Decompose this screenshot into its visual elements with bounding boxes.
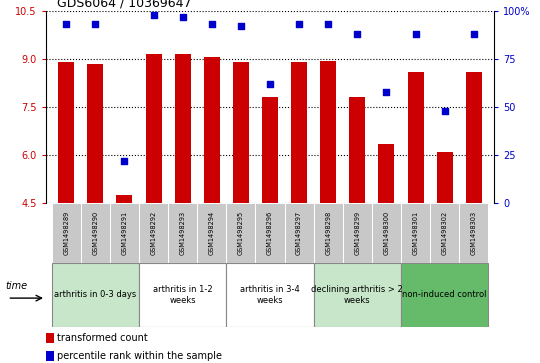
Text: non-induced control: non-induced control [402, 290, 487, 299]
Point [178, 14, 187, 20]
Point [266, 81, 274, 87]
Point [295, 21, 303, 27]
Bar [349, 98, 366, 203]
Text: transformed count: transformed count [57, 333, 147, 343]
Text: GSM1498303: GSM1498303 [471, 211, 477, 254]
Bar [168, 203, 197, 263]
Text: GSM1498293: GSM1498293 [180, 211, 186, 254]
Bar [314, 203, 343, 263]
Text: GSM1498292: GSM1498292 [151, 211, 157, 255]
Bar [437, 152, 453, 203]
Bar [139, 263, 226, 327]
Bar [139, 203, 168, 263]
Point [382, 89, 391, 95]
Bar [401, 203, 430, 263]
Bar [226, 203, 255, 263]
Bar [117, 195, 132, 203]
Text: GSM1498289: GSM1498289 [63, 211, 69, 255]
Text: time: time [5, 281, 28, 291]
Point [324, 21, 333, 27]
Text: GSM1498299: GSM1498299 [354, 211, 360, 254]
Bar [87, 64, 103, 203]
Bar [372, 203, 401, 263]
Bar [58, 62, 75, 203]
Bar [320, 61, 336, 203]
Bar [52, 263, 139, 327]
Text: declining arthritis > 2
weeks: declining arthritis > 2 weeks [312, 285, 403, 305]
Point [62, 21, 71, 27]
Bar [52, 203, 81, 263]
Bar [226, 263, 314, 327]
Bar [401, 263, 488, 327]
Bar [314, 263, 401, 327]
Point [353, 31, 362, 37]
Bar [465, 72, 482, 203]
Bar [291, 62, 307, 203]
Point [411, 31, 420, 37]
Bar [408, 72, 423, 203]
Bar [233, 62, 249, 203]
Text: arthritis in 0-3 days: arthritis in 0-3 days [54, 290, 137, 299]
Point [120, 158, 129, 164]
Bar [204, 57, 220, 203]
Bar [285, 203, 314, 263]
Text: GSM1498290: GSM1498290 [92, 211, 98, 255]
Point [91, 21, 100, 27]
Text: GDS6064 / 10369647: GDS6064 / 10369647 [57, 0, 191, 9]
Bar [174, 54, 191, 203]
Point [207, 21, 216, 27]
Text: arthritis in 3-4
weeks: arthritis in 3-4 weeks [240, 285, 300, 305]
Bar [81, 203, 110, 263]
Point [469, 31, 478, 37]
Text: GSM1498300: GSM1498300 [383, 211, 389, 255]
Text: percentile rank within the sample: percentile rank within the sample [57, 351, 222, 361]
Text: GSM1498297: GSM1498297 [296, 211, 302, 255]
Bar [110, 203, 139, 263]
Bar [430, 203, 459, 263]
Bar [459, 203, 488, 263]
Point [237, 23, 245, 29]
Text: GSM1498295: GSM1498295 [238, 211, 244, 255]
Text: GSM1498296: GSM1498296 [267, 211, 273, 255]
Bar [46, 351, 54, 361]
Text: GSM1498298: GSM1498298 [325, 211, 331, 255]
Text: GSM1498301: GSM1498301 [413, 211, 418, 254]
Bar [46, 333, 54, 343]
Point [440, 108, 449, 114]
Text: arthritis in 1-2
weeks: arthritis in 1-2 weeks [153, 285, 213, 305]
Bar [255, 203, 285, 263]
Bar [343, 203, 372, 263]
Bar [146, 54, 161, 203]
Point [149, 12, 158, 18]
Text: GSM1498294: GSM1498294 [209, 211, 215, 255]
Bar [197, 203, 226, 263]
Text: GSM1498291: GSM1498291 [122, 211, 127, 254]
Text: GSM1498302: GSM1498302 [442, 211, 448, 255]
Bar [379, 144, 394, 203]
Bar [262, 98, 278, 203]
